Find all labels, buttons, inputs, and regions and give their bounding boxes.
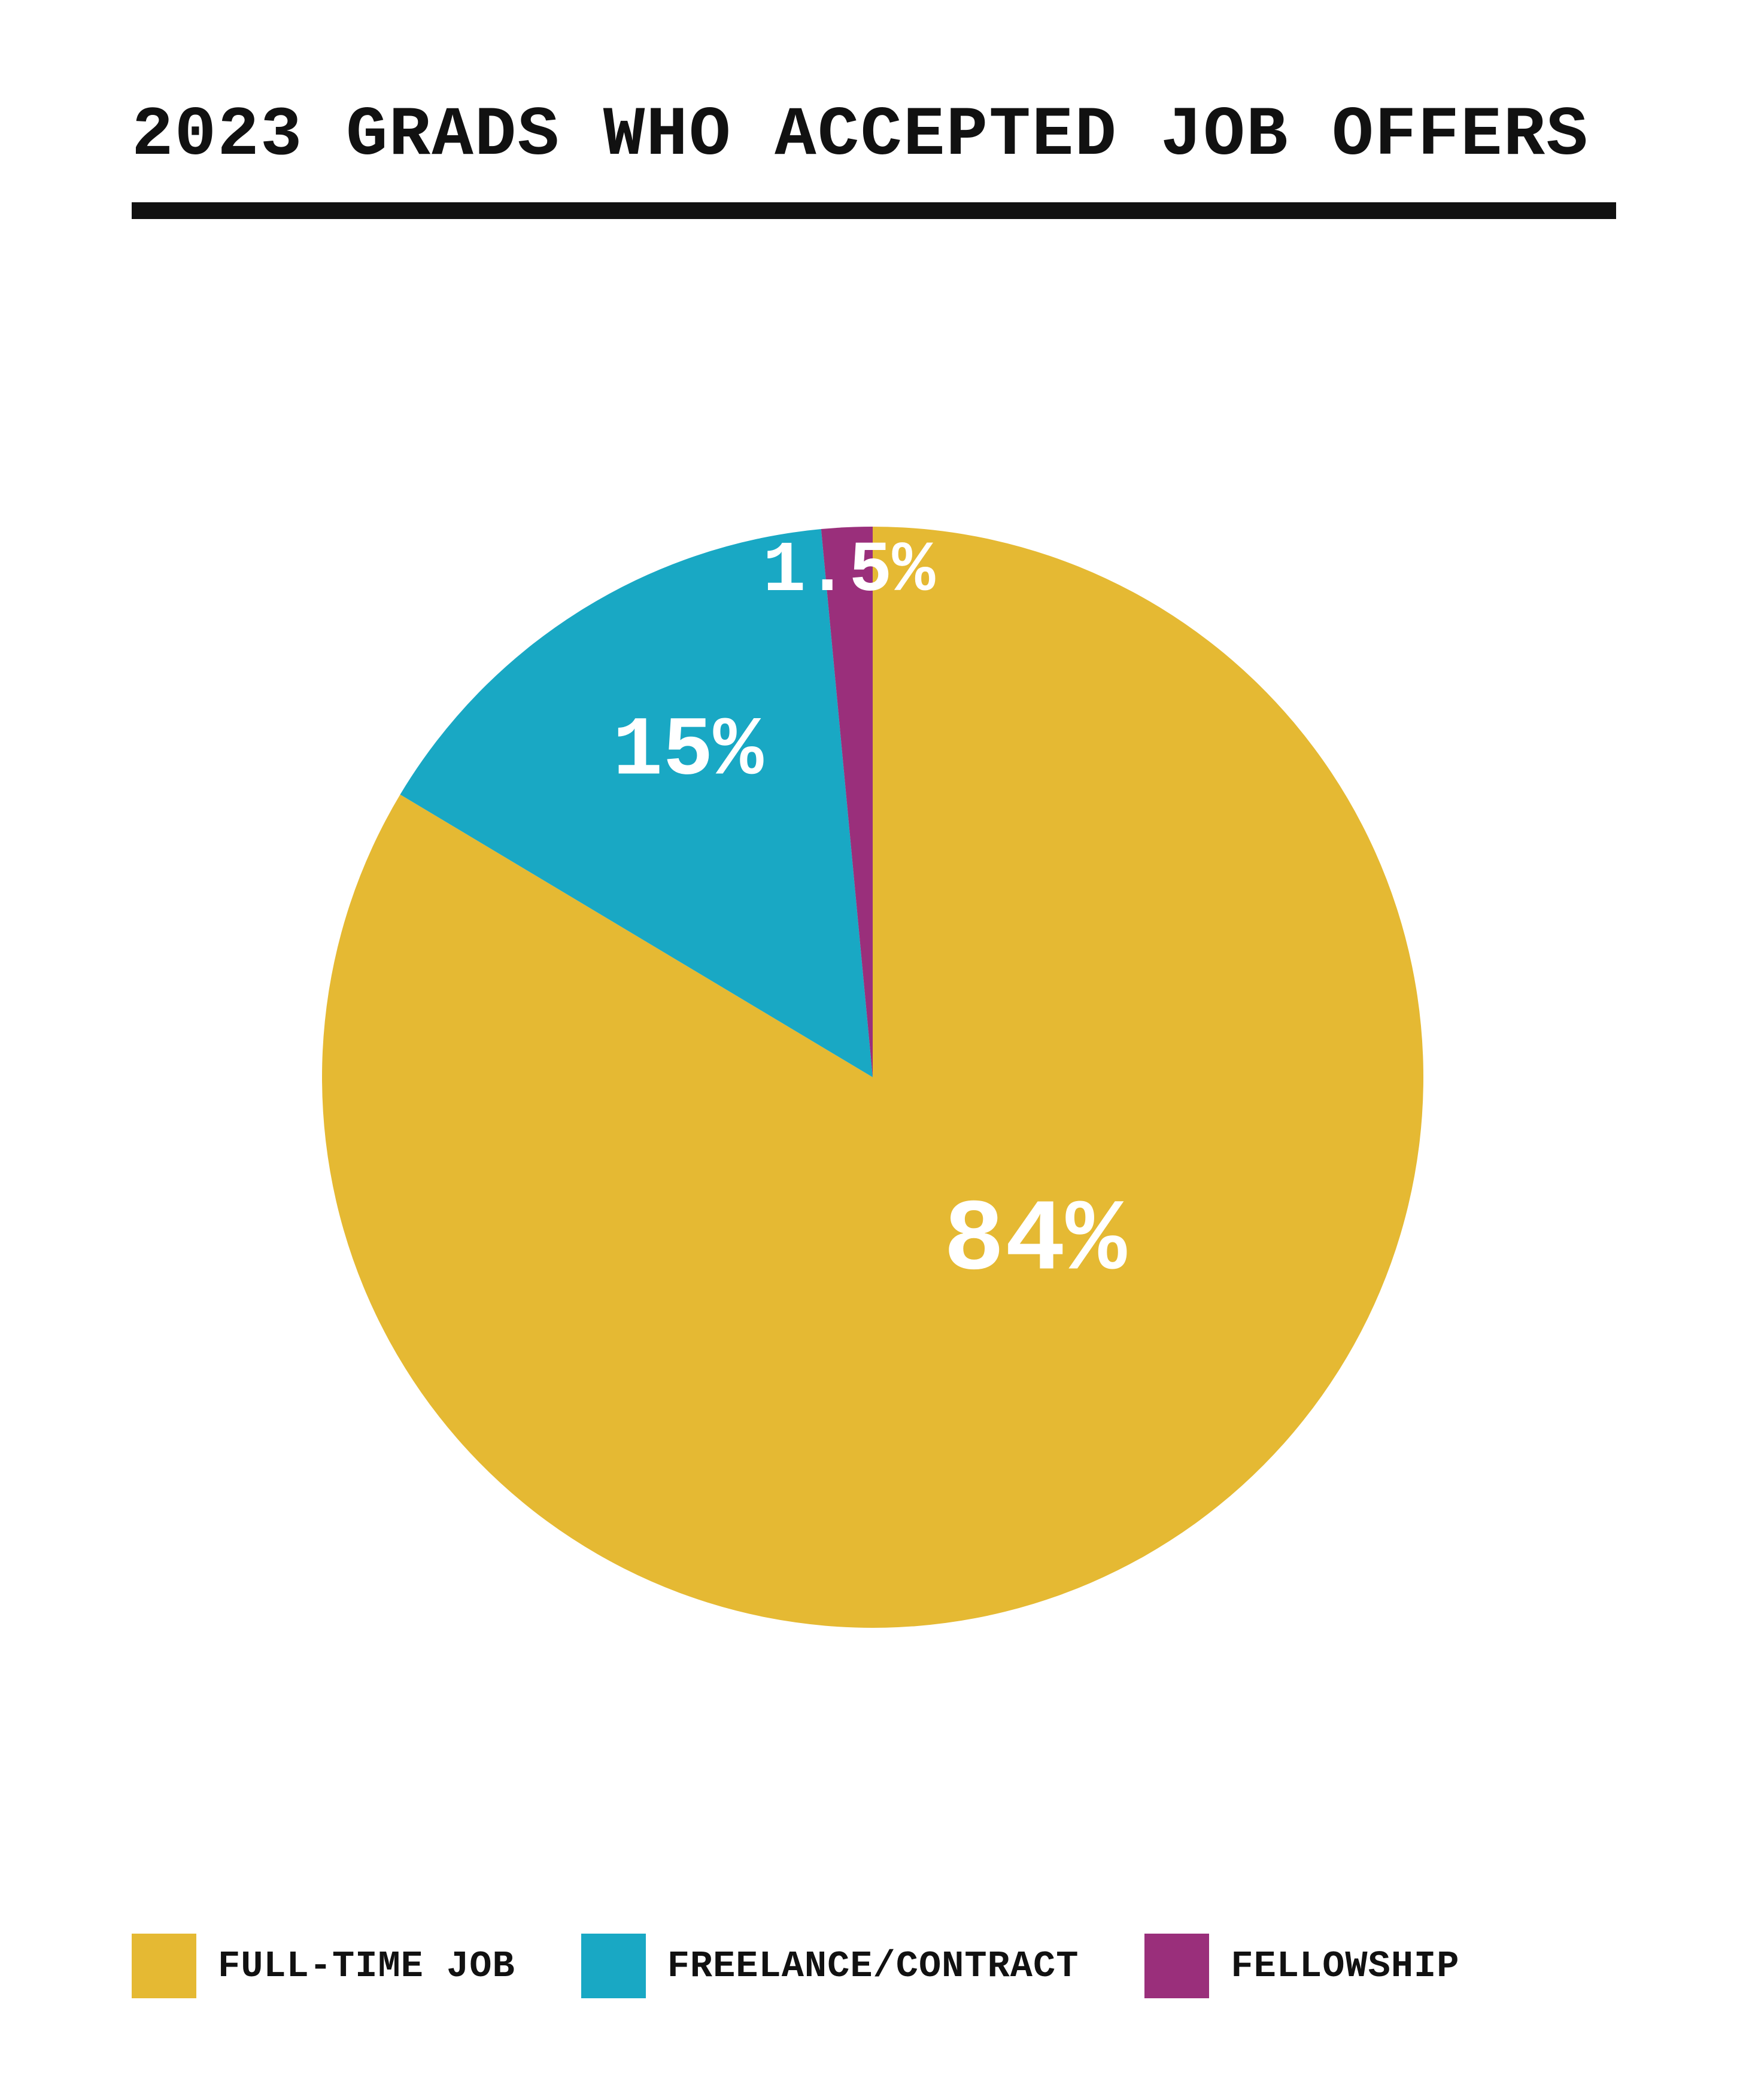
legend-label-freelance: FREELANCE/CONTRACT (667, 1945, 1079, 1987)
pie-chart: 84% 15% 1.5% (322, 527, 1423, 1628)
legend-item-full-time: FULL-TIME JOB (132, 1934, 515, 1998)
page-root: 2023 GRADS WHO ACCEPTED JOB OFFERS 84% 15… (0, 0, 1746, 2100)
legend-label-fellowship: FELLOWSHIP (1231, 1945, 1459, 1987)
legend: FULL-TIME JOB FREELANCE/CONTRACT FELLOWS… (132, 1934, 1459, 1998)
legend-swatch-freelance (581, 1934, 646, 1998)
pie-label-freelance: 15% (612, 704, 763, 799)
legend-item-fellowship: FELLOWSHIP (1144, 1934, 1459, 1998)
legend-swatch-fellowship (1144, 1934, 1209, 1998)
legend-item-freelance: FREELANCE/CONTRACT (581, 1934, 1079, 1998)
page-title: 2023 GRADS WHO ACCEPTED JOB OFFERS (132, 96, 1589, 175)
pie-label-fellowship: 1.5% (763, 531, 935, 612)
legend-label-full-time: FULL-TIME JOB (218, 1945, 515, 1987)
pie-svg (322, 527, 1423, 1628)
legend-swatch-full-time (132, 1934, 196, 1998)
pie-label-full-time: 84% (943, 1184, 1126, 1300)
title-rule (132, 202, 1616, 219)
